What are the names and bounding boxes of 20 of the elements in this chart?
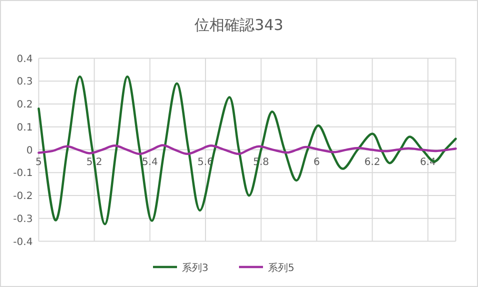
legend-item: 系列3 <box>153 263 208 274</box>
x-tick-label: 5.4 <box>142 156 158 168</box>
x-tick-label: 6.2 <box>364 156 380 168</box>
y-tick-label: -0.3 <box>13 214 33 225</box>
y-tick-label: -0.2 <box>13 191 33 202</box>
line-series <box>38 75 457 226</box>
y-tick-label: 0.1 <box>16 122 33 134</box>
y-tick-label: -0.1 <box>13 168 33 180</box>
line-series <box>38 144 457 156</box>
y-tick-label: 0.2 <box>16 100 33 111</box>
y-tick-label: 0 <box>26 145 33 156</box>
legend-item: 系列5 <box>239 263 294 274</box>
y-tick-label: -0.4 <box>13 236 33 248</box>
x-tick-label: 5 <box>36 156 42 168</box>
legend-label: 系列3 <box>182 262 208 274</box>
y-tick-label: 0.3 <box>16 76 33 88</box>
legend-label: 系列5 <box>268 262 294 274</box>
y-tick-label: 0.4 <box>16 54 33 65</box>
x-tick-label: 6 <box>314 156 320 168</box>
chart-title: 位相確認343 <box>194 16 284 34</box>
